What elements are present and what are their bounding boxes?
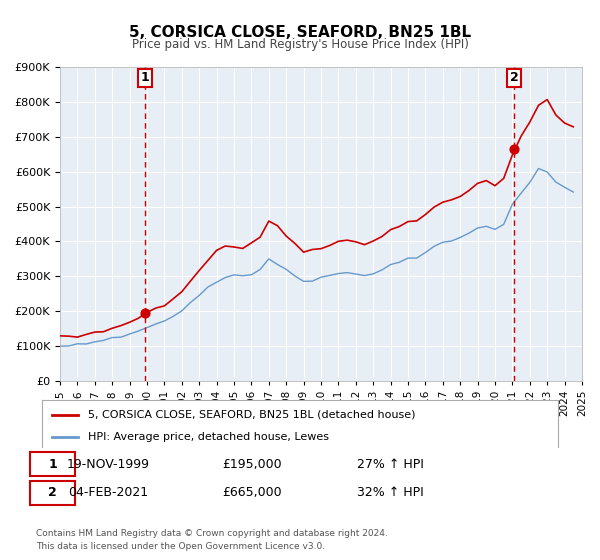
Text: 5, CORSICA CLOSE, SEAFORD, BN25 1BL (detached house): 5, CORSICA CLOSE, SEAFORD, BN25 1BL (det… (88, 409, 416, 419)
Text: 19-NOV-1999: 19-NOV-1999 (67, 458, 149, 470)
Text: Price paid vs. HM Land Registry's House Price Index (HPI): Price paid vs. HM Land Registry's House … (131, 38, 469, 51)
FancyBboxPatch shape (30, 480, 75, 505)
Text: 32% ↑ HPI: 32% ↑ HPI (356, 487, 424, 500)
Text: 2: 2 (509, 71, 518, 84)
Text: £195,000: £195,000 (222, 458, 282, 470)
Text: HPI: Average price, detached house, Lewes: HPI: Average price, detached house, Lewe… (88, 432, 329, 442)
Text: £665,000: £665,000 (222, 487, 282, 500)
Text: 04-FEB-2021: 04-FEB-2021 (68, 487, 148, 500)
Text: 1: 1 (48, 458, 57, 470)
Text: 1: 1 (141, 71, 149, 84)
Text: Contains HM Land Registry data © Crown copyright and database right 2024.: Contains HM Land Registry data © Crown c… (36, 529, 388, 538)
Point (509, 144, 519, 153)
Point (140, 309, 150, 318)
Text: 2: 2 (48, 487, 57, 500)
Text: This data is licensed under the Open Government Licence v3.0.: This data is licensed under the Open Gov… (36, 542, 325, 551)
Text: 27% ↑ HPI: 27% ↑ HPI (356, 458, 424, 470)
Text: 5, CORSICA CLOSE, SEAFORD, BN25 1BL: 5, CORSICA CLOSE, SEAFORD, BN25 1BL (129, 25, 471, 40)
FancyBboxPatch shape (30, 452, 75, 477)
